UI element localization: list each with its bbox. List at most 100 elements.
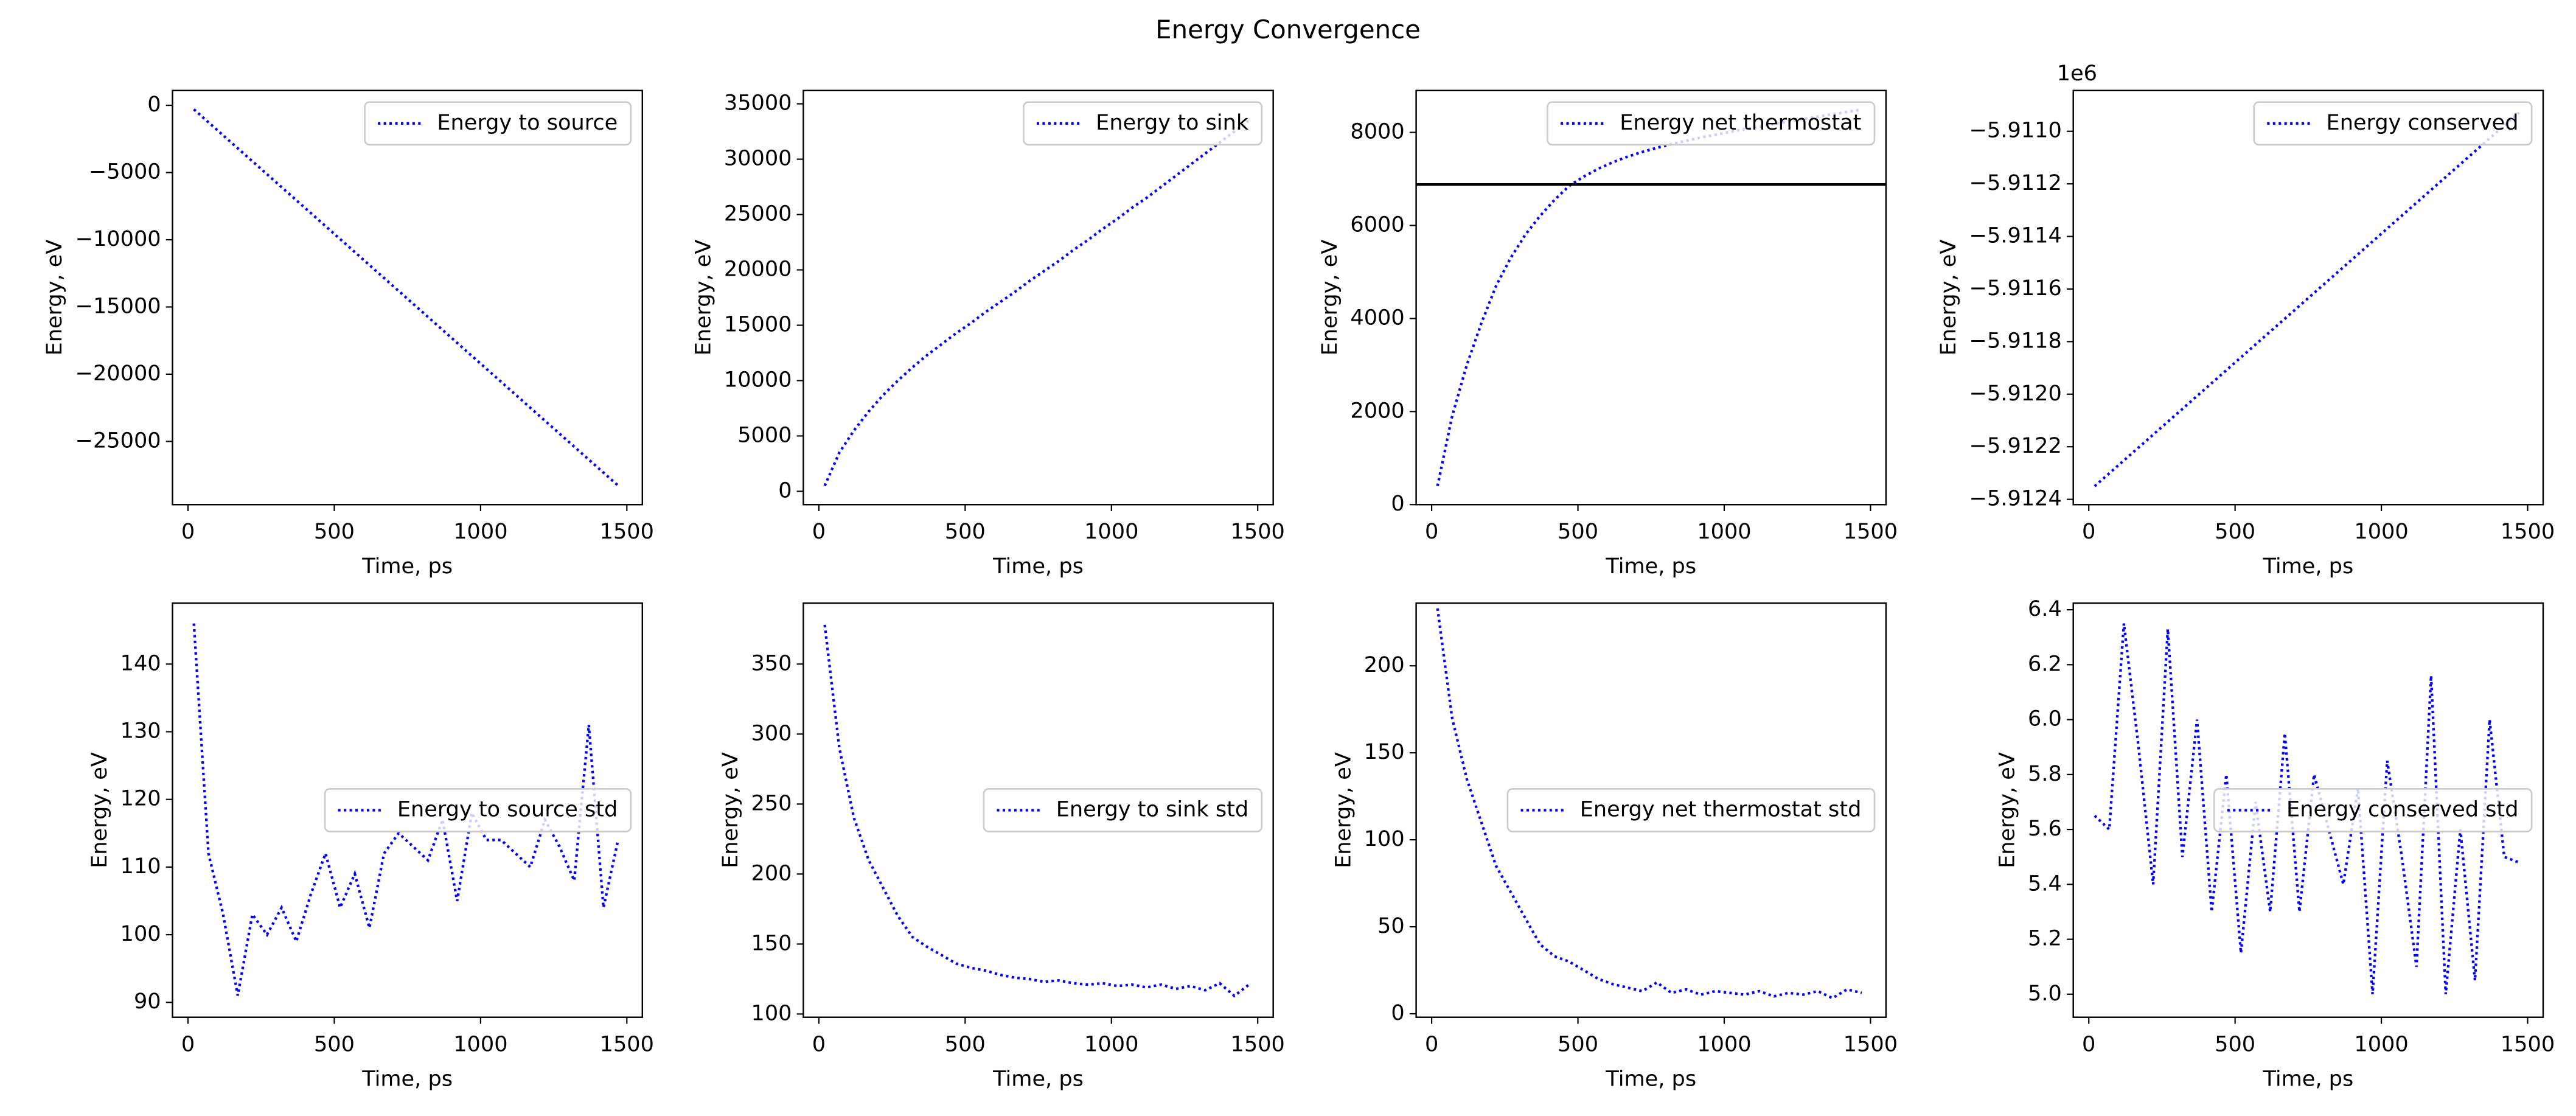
y-tick-label: 35000	[724, 91, 792, 116]
x-tick-label: 0	[1425, 519, 1438, 544]
x-tick-label: 1000	[2354, 1032, 2408, 1057]
legend-box	[1023, 101, 1263, 146]
axes-frame	[172, 89, 644, 506]
data-line	[823, 624, 1250, 998]
subplot: 0 500 1000 15000500010000150002000025000300…	[691, 89, 1285, 579]
legend: Energy to sink	[1023, 101, 1263, 146]
x-axis-label: Time, ps	[2262, 554, 2353, 579]
data-line	[2094, 111, 2520, 487]
y-tick-label: 0	[1391, 1000, 1404, 1025]
subplot: 0 500 1000 1500 0 50 100 150 200 Time, ps Energy, …	[1331, 602, 1898, 1091]
x-tick-label: 500	[1558, 519, 1598, 544]
y-axis-label: Energy, eV	[42, 240, 67, 356]
x-tick-label: 0	[812, 519, 826, 544]
x-tick-label: 0	[2082, 519, 2095, 544]
x-tick-label: 1000	[2354, 519, 2408, 544]
y-tick-label: 200	[751, 860, 792, 885]
y-tick-label: −5.9114	[1969, 223, 2062, 248]
y-tick-label: 140	[120, 650, 161, 675]
x-tick-label: 1000	[1697, 519, 1751, 544]
x-axis-label: Time, ps	[1605, 554, 1696, 579]
y-tick-label: −5.9112	[1969, 170, 2062, 195]
x-tick-label: 1500	[2501, 519, 2555, 544]
x-tick-label: 0	[1425, 1032, 1438, 1057]
y-tick-label: −5.9118	[1969, 328, 2062, 353]
y-tick-label: 90	[134, 989, 161, 1014]
legend: Energy to source std	[324, 788, 632, 832]
x-tick-label: 1500	[2501, 1032, 2555, 1057]
axes-frame	[802, 89, 1274, 506]
legend-box	[2253, 101, 2533, 146]
axes-frame	[2072, 89, 2544, 506]
x-tick-label: 500	[2215, 519, 2255, 544]
subplot: 0 500 1000 1500 100 150 200 250 300 350 Time, ps En…	[718, 602, 1285, 1091]
legend: Energy to source	[364, 101, 632, 146]
axes-frame	[1415, 89, 1887, 506]
legend-box	[1506, 788, 1876, 832]
y-tick-label: −15000	[75, 293, 161, 318]
plot-area	[1416, 108, 1886, 487]
legend-label: Energy conserved std	[2286, 797, 2518, 821]
legend: Energy net thermostat	[1547, 101, 1876, 146]
x-tick-label: 0	[812, 1032, 826, 1057]
y-tick-label: 6000	[1350, 212, 1404, 237]
x-axis-label: Time, ps	[992, 1066, 1084, 1091]
data-line	[1436, 608, 1862, 1000]
y-tick-label: 6.4	[2028, 596, 2062, 621]
y-tick-label: 15000	[724, 312, 792, 337]
y-axis-label: Energy, eV	[1317, 240, 1342, 356]
legend-box	[2213, 788, 2533, 832]
legend: Energy net thermostat std	[1506, 788, 1876, 832]
figure-title: Energy Convergence	[1155, 15, 1421, 44]
y-tick-label: 100	[120, 921, 161, 946]
x-tick-label: 500	[945, 1032, 986, 1057]
y-tick-label: −5.9116	[1969, 276, 2062, 301]
subplot: 0 500 1000 1500 0 −5000 −10000 −15000 −20000 −250…	[42, 89, 654, 579]
y-axis-label: Energy, eV	[87, 752, 112, 868]
y-tick-label: 30000	[724, 146, 792, 171]
x-tick-label: 1500	[1231, 1032, 1285, 1057]
y-tick-label: 120	[120, 786, 161, 811]
y-tick-label: 110	[120, 854, 161, 879]
y-tick-label: 6.0	[2028, 706, 2062, 731]
y-tick-label: 5000	[737, 422, 792, 447]
y-tick-label: −25000	[75, 428, 161, 453]
legend-label: Energy to sink std	[1056, 797, 1248, 821]
plot-area	[192, 623, 620, 996]
y-tick-label: 5.4	[2028, 871, 2062, 896]
plot-area	[823, 119, 1250, 487]
y-axis-label: Energy, eV	[691, 240, 715, 356]
x-axis-label: Time, ps	[1605, 1066, 1696, 1091]
legend: Energy conserved	[2253, 101, 2533, 146]
y-tick-label: 6.2	[2028, 651, 2062, 676]
data-line	[823, 119, 1250, 487]
y-tick-label: 20000	[724, 257, 792, 282]
y-tick-label: 8000	[1350, 119, 1404, 144]
legend-box	[324, 788, 632, 832]
legend: Energy to sink std	[983, 788, 1263, 832]
x-tick-label: 1500	[1843, 1032, 1898, 1057]
y-tick-label: 25000	[724, 201, 792, 226]
x-tick-label: 500	[2215, 1032, 2255, 1057]
x-tick-label: 1000	[453, 1032, 507, 1057]
y-axis-label: Energy, eV	[718, 752, 743, 868]
y-tick-label: 100	[751, 1000, 792, 1025]
x-axis-label: Time, ps	[992, 554, 1084, 579]
x-tick-label: 500	[314, 519, 355, 544]
legend: Energy conserved std	[2213, 788, 2533, 832]
plot-area	[1436, 608, 1862, 1000]
legend-label: Energy net thermostat std	[1580, 797, 1862, 821]
data-line	[193, 108, 619, 487]
y-tick-label: −10000	[75, 226, 161, 251]
y-tick-label: 5.2	[2028, 926, 2062, 951]
y-tick-label: 150	[751, 930, 792, 955]
x-tick-label: 0	[2082, 1032, 2095, 1057]
x-tick-label: 0	[181, 519, 195, 544]
subplot: 0 500 1000 1500 5.0 5.2 5.4 5.6 5.8 6.0 6.2 6.4 Time…	[1995, 596, 2555, 1091]
y-tick-label: −5.9124	[1969, 486, 2062, 511]
y-tick-label: 5.0	[2028, 981, 2062, 1006]
y-tick-label: 5.6	[2028, 816, 2062, 841]
